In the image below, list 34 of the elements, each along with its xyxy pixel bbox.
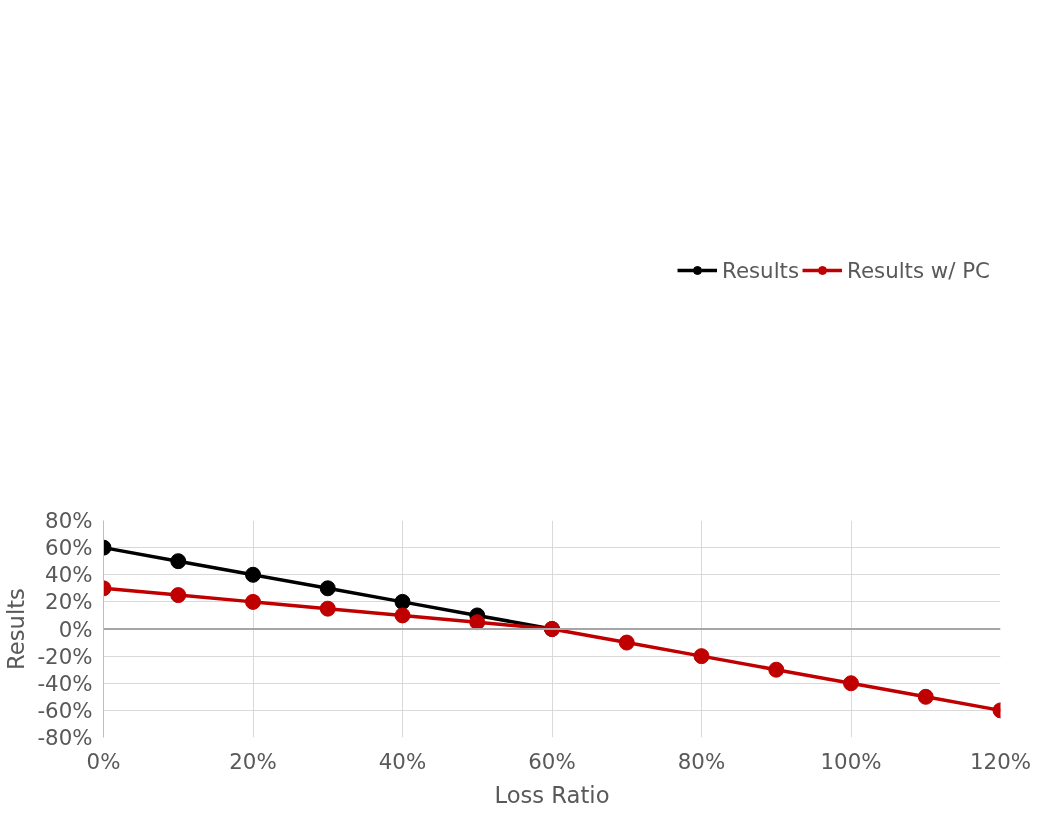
legend-label: Results — [722, 257, 800, 283]
x-axis-title: Loss Ratio — [494, 781, 610, 808]
x-tick-label: 40% — [378, 748, 427, 774]
y-tick-label: 40% — [45, 562, 93, 588]
point — [618, 634, 635, 651]
y-tick-label: -20% — [37, 643, 93, 669]
point — [319, 580, 336, 597]
x-tick-label: 20% — [229, 748, 277, 774]
x-tick-label: 80% — [677, 748, 726, 774]
y-tick-label: 80% — [45, 508, 93, 533]
x-tick-label: 100% — [820, 748, 882, 774]
x-tick-label: 60% — [528, 748, 576, 774]
point — [917, 688, 934, 705]
point — [245, 566, 261, 583]
x-tick-label: 120% — [970, 748, 1031, 774]
point — [170, 553, 187, 570]
y-tick-label: -60% — [37, 697, 93, 723]
y-tick-label: 20% — [45, 589, 93, 615]
point — [394, 593, 411, 610]
y-axis-title: Results — [3, 588, 30, 670]
y-tick-label: -80% — [37, 725, 93, 750]
point — [170, 587, 187, 604]
point — [245, 593, 261, 610]
point — [394, 607, 411, 624]
x-tick-label: 0% — [86, 748, 121, 774]
y-tick-label: 60% — [45, 535, 93, 561]
y-tick-label: 0% — [58, 616, 93, 642]
y-tick-label: -40% — [37, 670, 93, 696]
point — [768, 661, 785, 678]
point — [319, 600, 336, 617]
point — [469, 614, 486, 631]
legend-label: Results w/ PC — [847, 257, 990, 283]
point — [843, 675, 859, 692]
point — [693, 648, 710, 665]
